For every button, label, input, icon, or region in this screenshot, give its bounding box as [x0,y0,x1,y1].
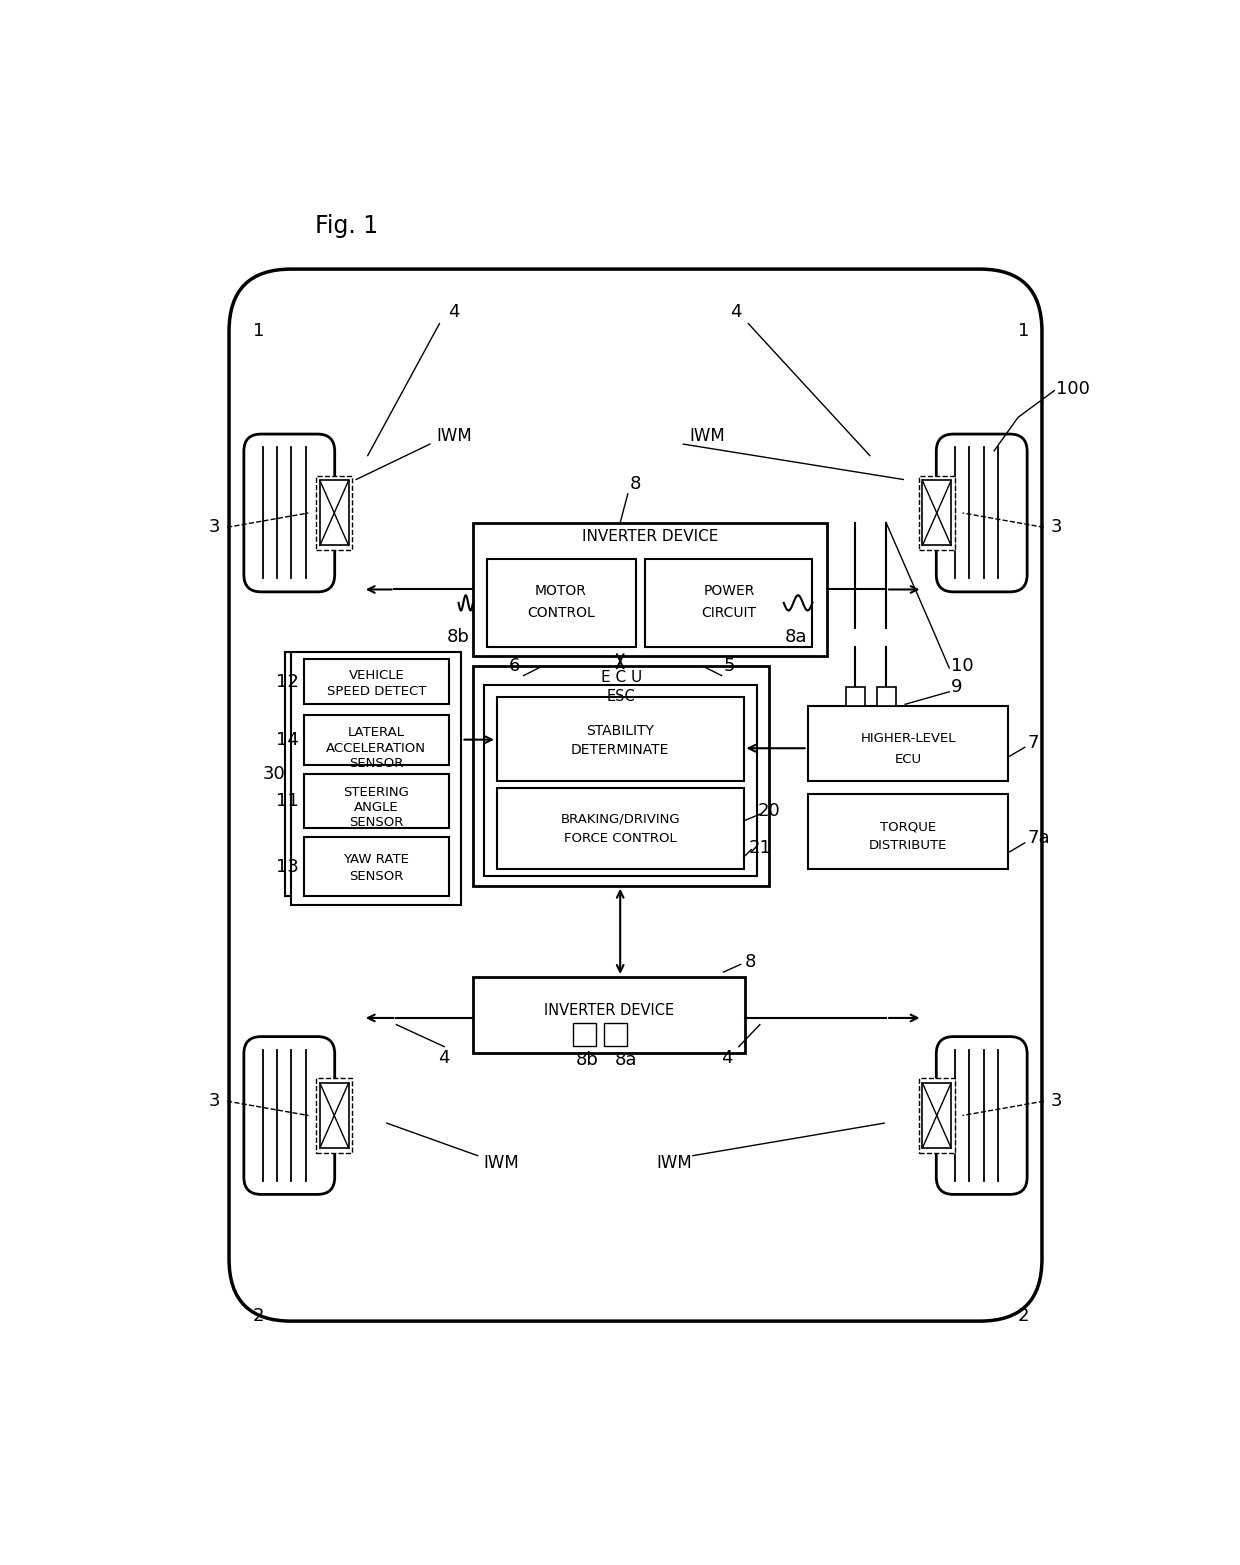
Text: 21: 21 [749,839,771,856]
Text: E C U: E C U [600,670,642,685]
FancyBboxPatch shape [316,1078,352,1153]
FancyBboxPatch shape [645,559,812,646]
Text: MOTOR: MOTOR [534,584,587,598]
FancyBboxPatch shape [291,651,461,905]
Text: VEHICLE: VEHICLE [348,670,404,682]
Text: BRAKING/DRIVING: BRAKING/DRIVING [560,812,680,825]
Text: 1: 1 [1018,322,1029,340]
Text: SPEED DETECT: SPEED DETECT [326,685,427,698]
Text: STEERING: STEERING [343,786,409,798]
Text: CONTROL: CONTROL [527,606,595,620]
Text: 8a: 8a [785,628,807,646]
FancyBboxPatch shape [846,687,866,706]
Text: 7: 7 [1028,734,1039,751]
Text: 100: 100 [1056,380,1090,398]
Text: 8b: 8b [448,628,470,646]
Text: 3: 3 [1050,1092,1063,1110]
FancyBboxPatch shape [919,1078,955,1153]
Text: 7a: 7a [1028,829,1050,847]
Text: INVERTER DEVICE: INVERTER DEVICE [582,529,718,545]
Text: 4: 4 [720,1049,732,1067]
FancyBboxPatch shape [472,667,769,886]
FancyBboxPatch shape [229,269,1042,1321]
Text: FORCE CONTROL: FORCE CONTROL [564,831,677,845]
FancyBboxPatch shape [304,837,449,897]
FancyBboxPatch shape [877,687,895,706]
Text: INVERTER DEVICE: INVERTER DEVICE [543,1003,673,1017]
FancyBboxPatch shape [472,977,745,1053]
FancyBboxPatch shape [485,685,756,876]
Text: 11: 11 [277,792,299,809]
Text: DISTRIBUTE: DISTRIBUTE [869,839,947,853]
Text: ECU: ECU [894,753,921,767]
FancyBboxPatch shape [304,775,449,828]
Text: IWM: IWM [656,1155,692,1172]
Text: IWM: IWM [436,427,471,446]
FancyBboxPatch shape [923,1083,951,1149]
FancyBboxPatch shape [497,789,744,869]
FancyBboxPatch shape [807,706,1008,781]
Text: 8: 8 [630,476,641,493]
Text: 4: 4 [448,304,460,321]
Text: 1: 1 [253,322,264,340]
Text: LATERAL: LATERAL [347,726,404,739]
Text: 20: 20 [758,803,781,820]
Text: POWER: POWER [703,584,755,598]
Text: 8a: 8a [615,1052,637,1069]
FancyBboxPatch shape [604,1024,627,1045]
Text: 4: 4 [730,304,742,321]
Text: CIRCUIT: CIRCUIT [702,606,756,620]
Text: YAW RATE: YAW RATE [343,853,409,865]
Text: ANGLE: ANGLE [353,801,398,814]
FancyBboxPatch shape [807,793,1008,869]
Text: 4: 4 [439,1049,450,1067]
Text: IWM: IWM [484,1155,520,1172]
FancyBboxPatch shape [316,476,352,551]
Text: 5: 5 [723,657,735,675]
FancyBboxPatch shape [320,1083,348,1149]
Text: 2: 2 [1018,1307,1029,1326]
FancyBboxPatch shape [244,1036,335,1194]
Text: IWM: IWM [689,427,725,446]
Text: 10: 10 [951,657,973,675]
FancyBboxPatch shape [304,715,449,764]
FancyBboxPatch shape [497,696,744,781]
FancyBboxPatch shape [923,480,951,546]
Text: 9: 9 [951,678,962,696]
Text: HIGHER-LEVEL: HIGHER-LEVEL [861,732,956,745]
Text: 2: 2 [253,1307,264,1326]
Text: DETERMINATE: DETERMINATE [570,743,670,757]
Text: TORQUE: TORQUE [880,820,936,833]
FancyBboxPatch shape [919,476,955,551]
FancyBboxPatch shape [472,523,827,656]
FancyBboxPatch shape [487,559,635,646]
Text: ACCELERATION: ACCELERATION [326,742,427,754]
Text: 6: 6 [508,657,520,675]
Text: 14: 14 [277,731,299,748]
Text: 3: 3 [1050,518,1063,537]
FancyBboxPatch shape [304,659,449,704]
Text: SENSOR: SENSOR [350,817,403,829]
Text: SENSOR: SENSOR [350,757,403,770]
Text: 12: 12 [277,673,299,692]
FancyBboxPatch shape [320,480,348,546]
FancyBboxPatch shape [936,1036,1027,1194]
Text: 30: 30 [263,765,285,782]
FancyBboxPatch shape [936,434,1027,592]
FancyBboxPatch shape [573,1024,596,1045]
Text: ESC: ESC [606,689,636,704]
Text: STABILITY: STABILITY [587,725,655,739]
Text: 3: 3 [208,518,221,537]
Text: 3: 3 [208,1092,221,1110]
FancyBboxPatch shape [244,434,335,592]
Text: Fig. 1: Fig. 1 [315,214,378,238]
Text: 8: 8 [744,953,756,972]
Text: SENSOR: SENSOR [350,870,403,883]
Text: 8b: 8b [577,1052,599,1069]
Text: 13: 13 [277,858,299,876]
